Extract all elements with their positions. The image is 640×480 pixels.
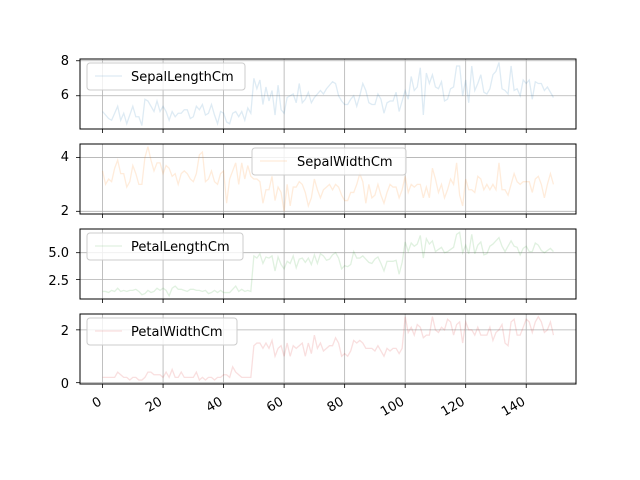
legend-label-petal-width: PetalWidthCm [131,325,223,340]
x-tick-label-0: 0 [90,394,105,411]
x-ticks-4 [102,384,527,388]
legend-2: SepalWidthCm [251,147,407,176]
y-tick-label-4b: 2 [61,324,69,339]
legend-box-2 [251,147,407,176]
y-tick-label-1a: 6 [61,88,69,103]
legend-box-4 [86,317,238,346]
x-tick-label-40: 40 [204,394,226,415]
legend-box-1 [86,62,246,91]
y-tick-label-3b: 5.0 [48,246,69,261]
series-line-sepal-length [102,62,555,127]
y-ticks-2 [76,157,80,212]
x-ticks-1 [102,129,527,133]
y-ticks-4 [76,329,80,384]
x-tick-labels: 0 20 40 60 80 100 120 140 [90,394,528,419]
x-tick-label-60: 60 [264,394,286,415]
y-ticks-3 [76,252,80,281]
legend-label-sepal-length: SepalLengthCm [131,70,234,85]
x-tick-label-20: 20 [143,394,165,415]
y-tick-label-1b: 8 [61,54,69,69]
plot-frame-2 [79,143,577,215]
y-tick-label-3a: 2.5 [48,274,69,289]
legend-4: PetalWidthCm [86,317,238,346]
plot-frame-3 [79,228,577,300]
subplot-1: 6 8 SepalLengthCm [61,54,577,133]
legend-label-sepal-width: SepalWidthCm [297,155,393,170]
x-ticks-3 [102,299,527,303]
plot-frame-4 [79,313,577,385]
series-line-sepal-width [101,146,555,212]
series-line-petal-width [102,315,555,382]
legend-3: PetalLengthCm [86,232,244,261]
y-ticks-1 [76,60,80,97]
subplot-2: 2 4 SepalWidthCm [61,143,577,219]
plot-frame-1 [79,58,577,130]
series-line-petal-length [102,231,554,298]
x-tick-label-80: 80 [325,394,347,415]
x-tick-label-100: 100 [378,394,407,419]
legend-label-petal-length: PetalLengthCm [131,240,230,255]
legend-1: SepalLengthCm [86,62,246,91]
subplot-4: 0 2 PetalWidthCm [61,313,577,392]
x-tick-label-120: 120 [439,394,468,419]
y-tick-label-4a: 0 [61,377,69,392]
x-ticks-2 [102,214,527,218]
x-tick-label-140: 140 [499,394,528,419]
legend-box-3 [86,232,244,261]
y-grid-1 [80,60,576,97]
y-tick-label-2b: 4 [61,150,69,165]
subplot-3: 2.5 5.0 PetalLengthCm [48,228,577,303]
y-tick-label-2a: 2 [61,204,69,219]
